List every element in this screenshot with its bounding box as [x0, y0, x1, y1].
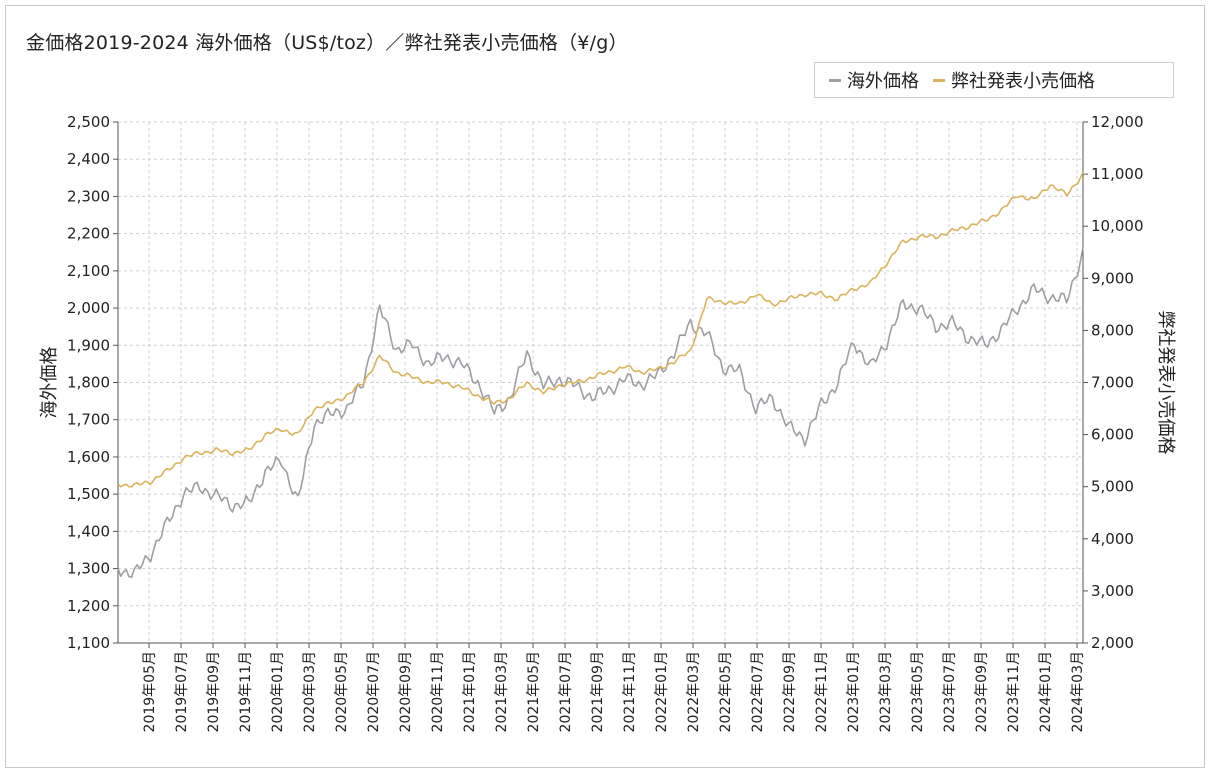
y-tick-label: 2,500 [67, 113, 110, 131]
x-tick-label: 2020年03月 [302, 651, 318, 732]
y-tick-label: 2,000 [67, 299, 110, 317]
legend-item-retail[interactable]: 弊社発表小売価格 [933, 67, 1095, 93]
x-tick-label: 2023年03月 [878, 651, 894, 732]
y-tick-label: 2,100 [67, 262, 110, 280]
legend-swatch-overseas [829, 78, 841, 82]
legend-label-retail: 弊社発表小売価格 [951, 71, 1095, 92]
y-tick-label: 1,900 [67, 336, 110, 354]
y-tick-label: 2,300 [67, 187, 110, 205]
y2-tick-label: 12,000 [1091, 113, 1144, 131]
y-tick-label: 1,800 [67, 374, 110, 392]
chart-frame [5, 5, 1205, 768]
series-line-overseas [117, 247, 1084, 578]
x-tick-label: 2021年03月 [494, 651, 510, 732]
y-tick-label: 1,700 [67, 411, 110, 429]
legend-swatch-retail [933, 78, 945, 82]
y-tick-label: 1,400 [67, 522, 110, 540]
x-tick-label: 2021年01月 [462, 651, 478, 732]
x-tick-label: 2020年11月 [430, 651, 446, 732]
x-tick-label: 2020年09月 [398, 651, 414, 732]
y-tick-label: 1,300 [67, 560, 110, 578]
y2-tick-label: 3,000 [1091, 582, 1134, 600]
y2-tick-label: 10,000 [1091, 217, 1144, 235]
series-line-retail [117, 172, 1084, 488]
x-tick-label: 2019年07月 [174, 651, 190, 732]
x-tick-label: 2023年01月 [846, 651, 862, 732]
x-tick-label: 2024年01月 [1038, 651, 1054, 732]
x-tick-label: 2020年05月 [334, 651, 350, 732]
x-tick-label: 2022年11月 [814, 651, 830, 732]
x-tick-label: 2023年07月 [942, 651, 958, 732]
y2-tick-label: 5,000 [1091, 478, 1134, 496]
y-tick-label: 1,600 [67, 448, 110, 466]
y-tick-label: 1,100 [67, 634, 110, 652]
x-tick-label: 2019年05月 [142, 651, 158, 732]
y2-tick-label: 4,000 [1091, 530, 1134, 548]
legend-label-overseas: 海外価格 [847, 71, 919, 92]
y2-tick-label: 7,000 [1091, 374, 1134, 392]
x-tick-label: 2020年01月 [270, 651, 286, 732]
x-tick-label: 2020年07月 [366, 651, 382, 732]
y2-axis-title: 弊社発表小売価格 [1155, 311, 1176, 455]
x-tick-label: 2021年11月 [622, 651, 638, 732]
x-tick-label: 2024年03月 [1070, 651, 1086, 732]
y-tick-label: 2,400 [67, 150, 110, 168]
x-tick-label: 2022年01月 [654, 651, 670, 732]
legend-item-overseas[interactable]: 海外価格 [829, 67, 919, 93]
y2-tick-label: 2,000 [1091, 634, 1134, 652]
y-tick-label: 1,200 [67, 597, 110, 615]
x-tick-label: 2023年09月 [974, 651, 990, 732]
x-tick-label: 2021年09月 [590, 651, 606, 732]
x-tick-label: 2023年05月 [910, 651, 926, 732]
x-tick-label: 2021年05月 [526, 651, 542, 732]
y2-tick-label: 6,000 [1091, 426, 1134, 444]
y2-tick-label: 8,000 [1091, 321, 1134, 339]
x-tick-label: 2023年11月 [1006, 651, 1022, 732]
x-tick-label: 2022年07月 [750, 651, 766, 732]
x-tick-label: 2019年11月 [238, 651, 254, 732]
x-tick-label: 2019年09月 [206, 651, 222, 732]
y2-tick-label: 11,000 [1091, 165, 1144, 183]
x-tick-label: 2022年05月 [718, 651, 734, 732]
chart-title: 金価格2019-2024 海外価格（US$/toz）／弊社発表小売価格（¥/g） [26, 32, 628, 54]
y-axis-title: 海外価格 [39, 347, 60, 419]
y2-tick-label: 9,000 [1091, 269, 1134, 287]
chart-legend: 海外価格 弊社発表小売価格 [814, 62, 1174, 98]
x-tick-label: 2022年03月 [686, 651, 702, 732]
x-tick-label: 2022年09月 [782, 651, 798, 732]
x-tick-label: 2021年07月 [558, 651, 574, 732]
y-tick-label: 2,200 [67, 225, 110, 243]
y-tick-label: 1,500 [67, 485, 110, 503]
